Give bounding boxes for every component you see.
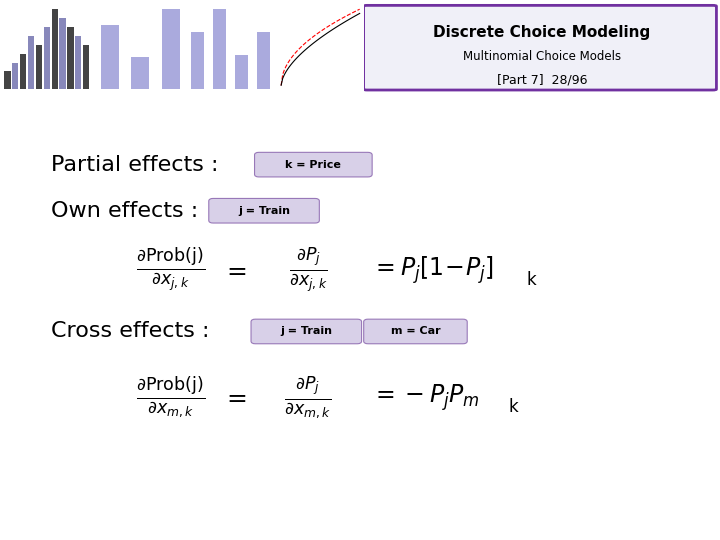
Bar xyxy=(36,45,42,89)
FancyBboxPatch shape xyxy=(251,319,361,344)
Text: $\frac{\partial \mathrm{Prob(j)}}{\partial x_{j,k}}$: $\frac{\partial \mathrm{Prob(j)}}{\parti… xyxy=(136,246,205,294)
Text: Own effects :: Own effects : xyxy=(51,201,198,221)
Bar xyxy=(83,45,89,89)
Text: $= P_j[1\!-\!P_j]$: $= P_j[1\!-\!P_j]$ xyxy=(372,254,494,286)
Bar xyxy=(161,9,180,89)
FancyBboxPatch shape xyxy=(364,319,467,344)
Text: $=$: $=$ xyxy=(222,386,247,409)
Bar xyxy=(75,36,81,89)
Text: m = Car: m = Car xyxy=(391,327,440,336)
Bar xyxy=(131,57,150,89)
Text: $\frac{\partial P_j}{\partial x_{j,k}}$: $\frac{\partial P_j}{\partial x_{j,k}}$ xyxy=(289,246,328,294)
Bar xyxy=(44,27,50,89)
Bar xyxy=(20,53,27,89)
Bar xyxy=(4,71,11,89)
Text: Multinomial Choice Models: Multinomial Choice Models xyxy=(463,50,621,63)
Text: j = Train: j = Train xyxy=(280,327,333,336)
Bar xyxy=(12,63,19,89)
Bar xyxy=(52,9,58,89)
Bar xyxy=(28,36,34,89)
Text: k: k xyxy=(526,271,536,289)
Text: $=$: $=$ xyxy=(222,258,247,282)
FancyBboxPatch shape xyxy=(364,5,716,90)
FancyBboxPatch shape xyxy=(209,198,320,223)
Text: [Part 7]  28/96: [Part 7] 28/96 xyxy=(497,74,587,87)
Bar xyxy=(191,32,204,89)
Text: j = Train: j = Train xyxy=(238,206,290,216)
Text: k = Price: k = Price xyxy=(285,160,341,170)
Bar xyxy=(101,25,120,89)
Text: $= -P_jP_m$: $= -P_jP_m$ xyxy=(372,382,480,413)
Text: $\frac{\partial P_j}{\partial x_{m,k}}$: $\frac{\partial P_j}{\partial x_{m,k}}$ xyxy=(284,374,332,420)
Text: Partial effects :: Partial effects : xyxy=(51,154,219,174)
Text: Discrete Choice Modeling: Discrete Choice Modeling xyxy=(433,25,650,40)
Bar xyxy=(67,27,73,89)
Text: $\frac{\partial \mathrm{Prob(j)}}{\partial x_{m,k}}$: $\frac{\partial \mathrm{Prob(j)}}{\parti… xyxy=(136,375,205,420)
Bar xyxy=(235,55,248,89)
Text: k: k xyxy=(509,399,518,416)
Text: Cross effects :: Cross effects : xyxy=(51,321,210,341)
Bar xyxy=(213,9,226,89)
Bar xyxy=(60,18,66,89)
Bar xyxy=(256,32,270,89)
FancyBboxPatch shape xyxy=(255,152,372,177)
